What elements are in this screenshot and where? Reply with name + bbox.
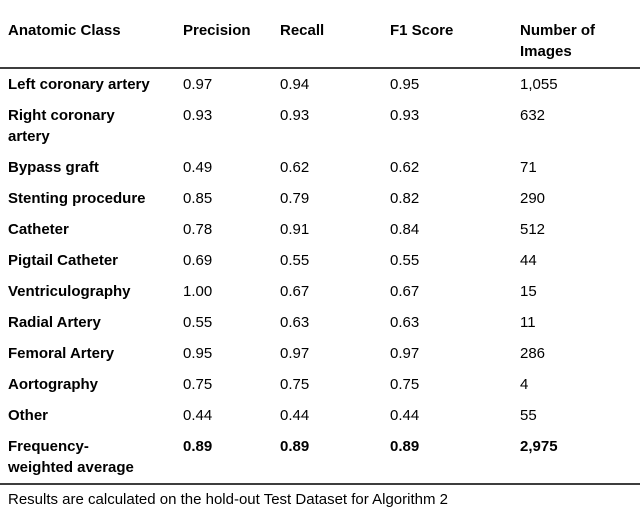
table-row: Pigtail Catheter 0.69 0.55 0.55 44 bbox=[0, 245, 640, 276]
cell-precision: 0.44 bbox=[183, 407, 213, 424]
table-row: Radial Artery 0.55 0.63 0.63 11 bbox=[0, 307, 640, 338]
cell-precision: 0.97 bbox=[183, 76, 213, 93]
cell-recall: 0.63 bbox=[280, 314, 310, 331]
col-header-recall: Recall bbox=[280, 0, 390, 69]
cell-f1-score: 0.67 bbox=[390, 283, 420, 300]
cell-f1-score: 0.95 bbox=[390, 76, 420, 93]
cell-f1-score: 0.82 bbox=[390, 190, 420, 207]
row-label: Femoral Artery bbox=[8, 345, 115, 362]
table-row: Ventriculography 1.00 0.67 0.67 15 bbox=[0, 276, 640, 307]
table-header-row: Anatomic Class Precision Recall F1 Score… bbox=[0, 0, 640, 69]
cell-recall: 0.67 bbox=[280, 283, 310, 300]
cell-num-images: 71 bbox=[520, 159, 537, 176]
cell-recall: 0.62 bbox=[280, 159, 310, 176]
cell-num-images: 632 bbox=[520, 107, 546, 124]
cell-f1-score: 0.93 bbox=[390, 107, 420, 124]
cell-num-images: 2,975 bbox=[520, 431, 640, 485]
cell-recall: 0.89 bbox=[280, 431, 390, 485]
cell-f1-score: 0.84 bbox=[390, 221, 420, 238]
cell-recall: 0.93 bbox=[280, 107, 310, 124]
row-label: Right coronary artery bbox=[8, 107, 115, 145]
table-row: Left coronary artery 0.97 0.94 0.95 1,05… bbox=[0, 68, 640, 100]
table-row: Right coronary artery 0.93 0.93 0.93 632 bbox=[0, 100, 640, 152]
cell-recall: 0.75 bbox=[280, 376, 310, 393]
cell-f1-score: 0.97 bbox=[390, 345, 420, 362]
cell-f1-score: 0.55 bbox=[390, 252, 420, 269]
row-label: Aortography bbox=[8, 376, 98, 393]
cell-recall: 0.55 bbox=[280, 252, 310, 269]
cell-f1-score: 0.75 bbox=[390, 376, 420, 393]
row-label: Radial Artery bbox=[8, 314, 101, 331]
table-row-frequency-weighted-average: Frequency- weighted average 0.89 0.89 0.… bbox=[0, 431, 640, 485]
results-table: Anatomic Class Precision Recall F1 Score… bbox=[0, 0, 640, 485]
cell-num-images: 4 bbox=[520, 376, 529, 393]
table-row: Bypass graft 0.49 0.62 0.62 71 bbox=[0, 152, 640, 183]
cell-num-images: 15 bbox=[520, 283, 537, 300]
cell-num-images: 290 bbox=[520, 190, 546, 207]
cell-num-images: 11 bbox=[520, 314, 536, 331]
cell-precision: 0.95 bbox=[183, 345, 213, 362]
cell-recall: 0.44 bbox=[280, 407, 310, 424]
row-label: Bypass graft bbox=[8, 159, 99, 176]
table-row: Other 0.44 0.44 0.44 55 bbox=[0, 400, 640, 431]
table-row: Femoral Artery 0.95 0.97 0.97 286 bbox=[0, 338, 640, 369]
row-label: Pigtail Catheter bbox=[8, 252, 119, 269]
row-label: Stenting procedure bbox=[8, 190, 146, 207]
row-label: Left coronary artery bbox=[8, 76, 150, 93]
cell-precision: 0.69 bbox=[183, 252, 213, 269]
col-header-precision: Precision bbox=[183, 0, 280, 69]
cell-num-images: 55 bbox=[520, 407, 537, 424]
cell-f1-score: 0.89 bbox=[390, 431, 520, 485]
cell-recall: 0.79 bbox=[280, 190, 310, 207]
cell-precision: 0.55 bbox=[183, 314, 213, 331]
cell-f1-score: 0.44 bbox=[390, 407, 420, 424]
cell-precision: 0.89 bbox=[183, 431, 280, 485]
row-label: Ventriculography bbox=[8, 283, 131, 300]
col-header-anatomic-class: Anatomic Class bbox=[0, 0, 183, 69]
cell-recall: 0.94 bbox=[280, 76, 310, 93]
row-label: Catheter bbox=[8, 221, 69, 238]
table-row: Aortography 0.75 0.75 0.75 4 bbox=[0, 369, 640, 400]
cell-recall: 0.97 bbox=[280, 345, 310, 362]
table-row: Stenting procedure 0.85 0.79 0.82 290 bbox=[0, 183, 640, 214]
cell-f1-score: 0.62 bbox=[390, 159, 420, 176]
cell-f1-score: 0.63 bbox=[390, 314, 420, 331]
cell-precision: 0.93 bbox=[183, 107, 213, 124]
cell-precision: 0.75 bbox=[183, 376, 213, 393]
col-header-number-of-images: Number of Images bbox=[520, 0, 640, 69]
table-row: Catheter 0.78 0.91 0.84 512 bbox=[0, 214, 640, 245]
cell-recall: 0.91 bbox=[280, 221, 310, 238]
cell-precision: 0.78 bbox=[183, 221, 213, 238]
cell-precision: 1.00 bbox=[183, 283, 213, 300]
cell-num-images: 44 bbox=[520, 252, 537, 269]
cell-precision: 0.49 bbox=[183, 159, 213, 176]
cell-num-images: 512 bbox=[520, 221, 546, 238]
cell-num-images: 286 bbox=[520, 345, 546, 362]
cell-num-images: 1,055 bbox=[520, 76, 558, 93]
cell-precision: 0.85 bbox=[183, 190, 213, 207]
row-label: Other bbox=[8, 407, 49, 424]
col-header-f1-score: F1 Score bbox=[390, 0, 520, 69]
row-label: Frequency- weighted average bbox=[0, 431, 183, 485]
